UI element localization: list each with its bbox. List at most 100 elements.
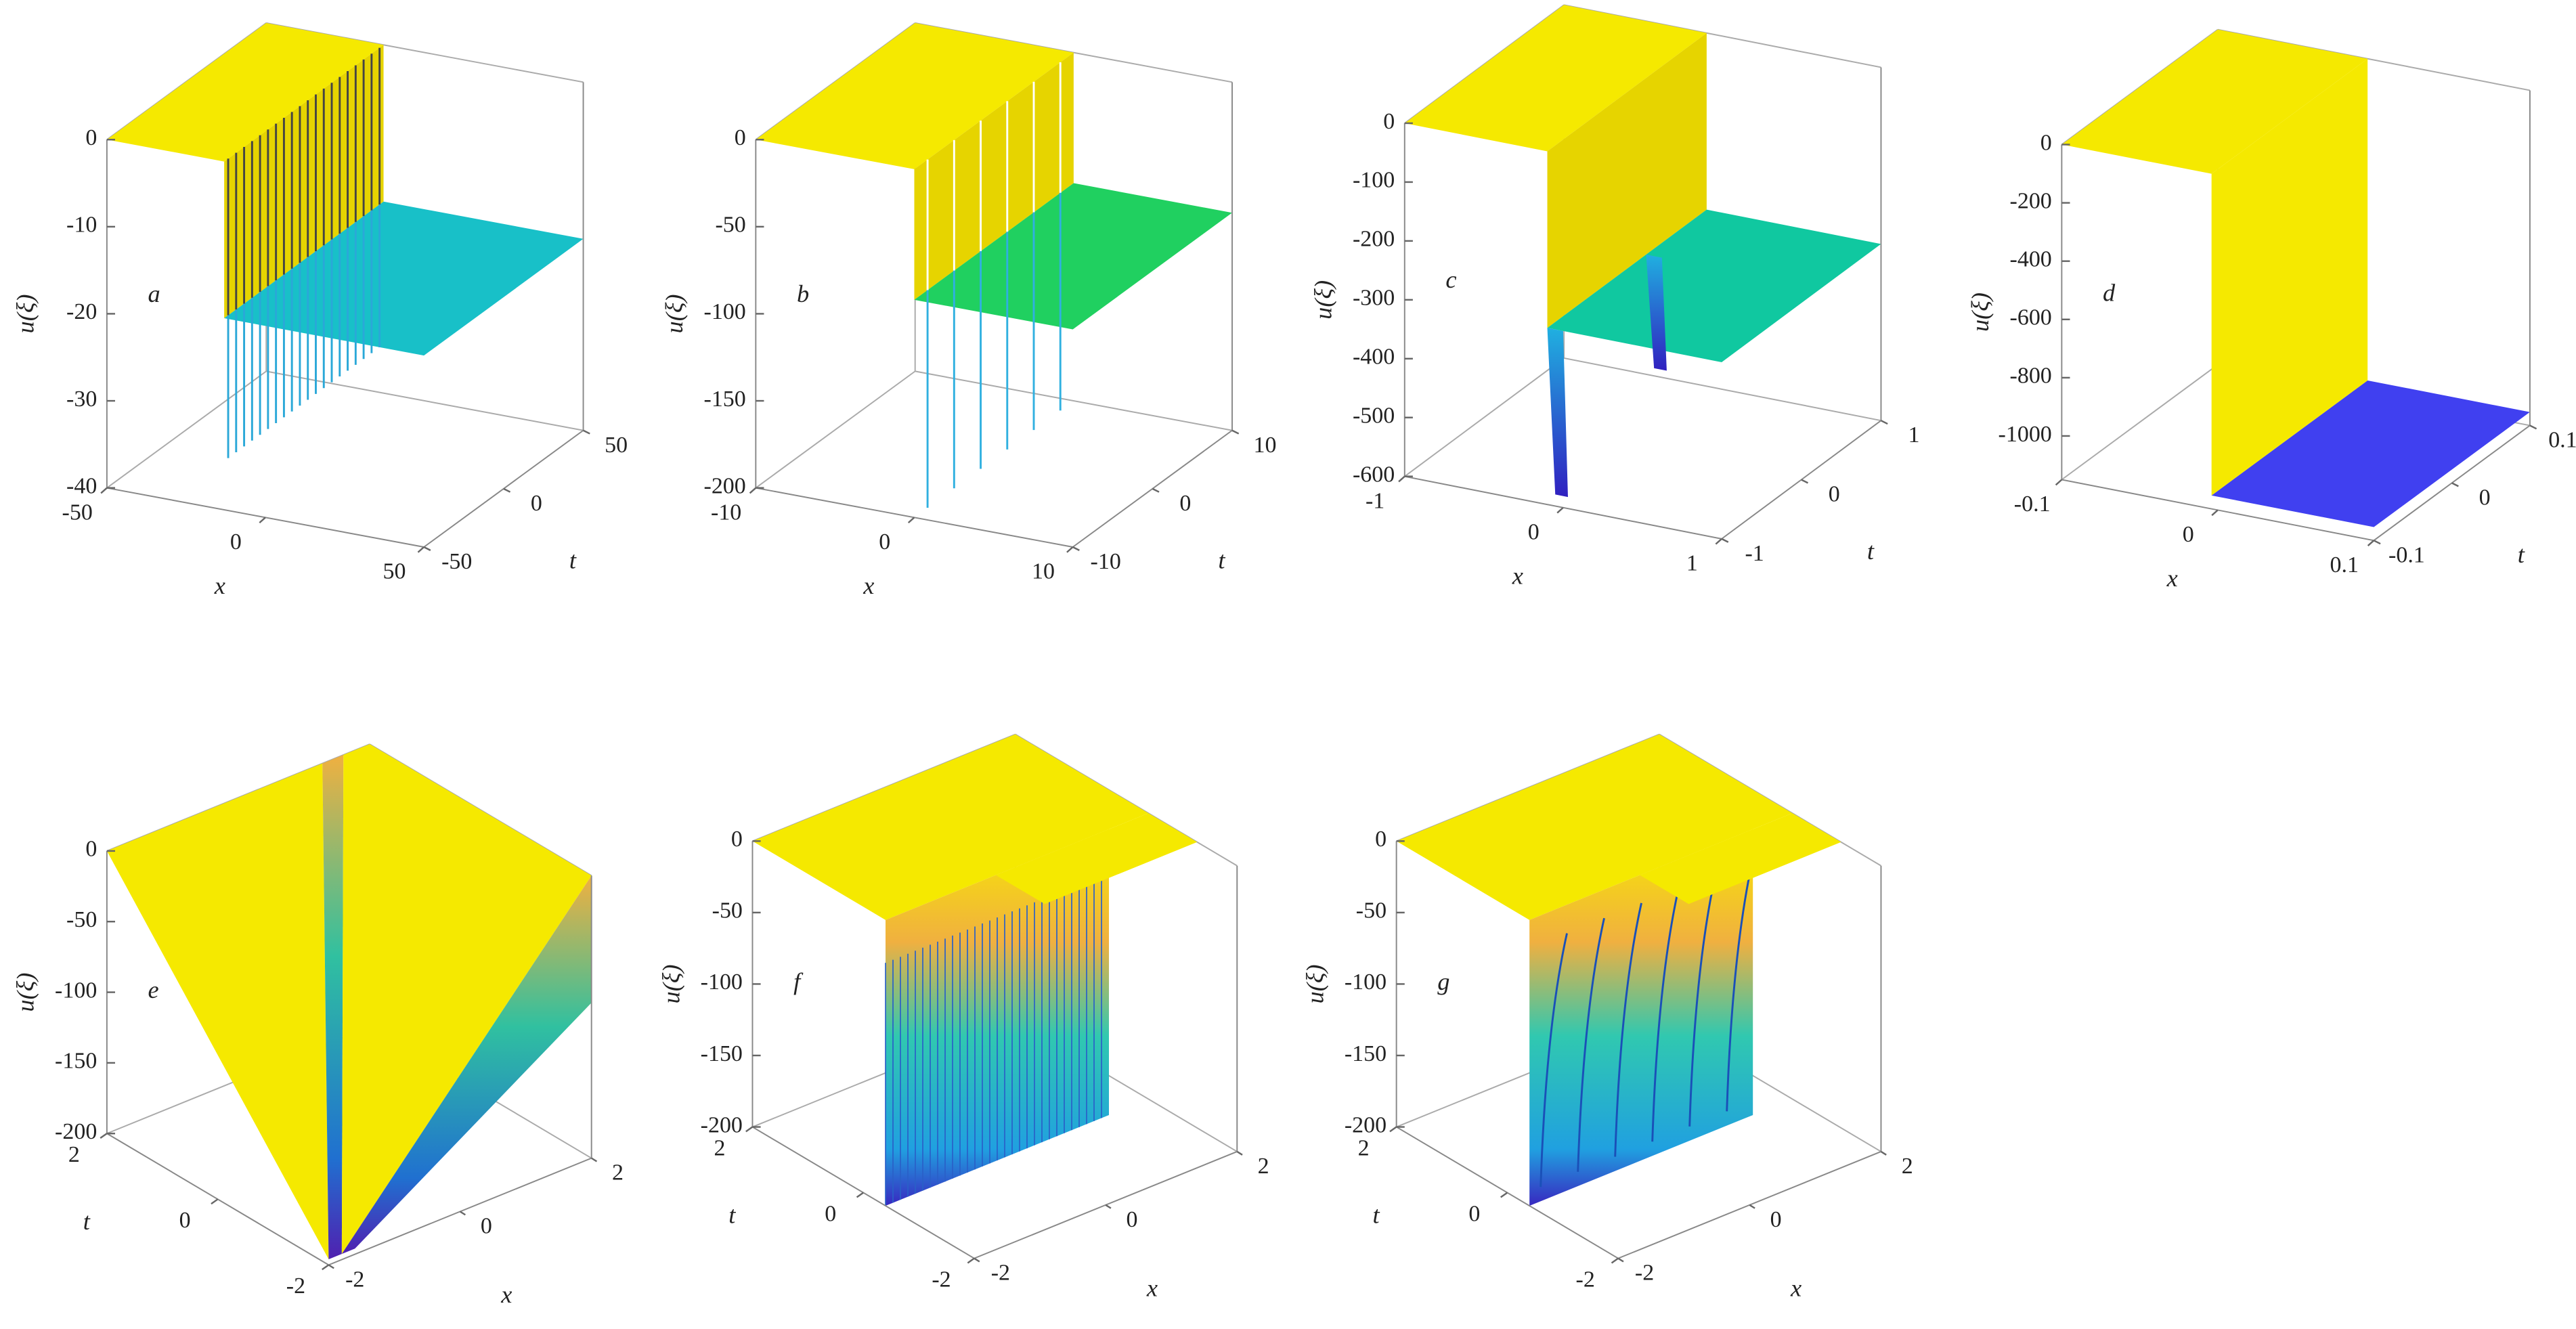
y-tick-label: -0.1 xyxy=(2388,542,2425,567)
panel-label: c xyxy=(1445,266,1456,293)
x-axis-label: x xyxy=(1790,1274,1802,1301)
z-tick-label: -200 xyxy=(1345,1112,1387,1137)
z-tick-label: 0 xyxy=(1375,827,1387,852)
y-axis-label: t xyxy=(1867,538,1875,565)
y-tick-label: -2 xyxy=(1576,1267,1595,1292)
x-tick-label: -2 xyxy=(345,1267,364,1292)
z-axis-label: u(ξ) xyxy=(1967,292,1994,332)
axis-box xyxy=(756,487,1073,548)
x-tick xyxy=(259,517,266,524)
x-tick xyxy=(417,546,424,553)
x-tick-label: 0 xyxy=(1126,1207,1137,1232)
z-tick-label: -150 xyxy=(701,1041,743,1066)
axis-box xyxy=(1563,4,1881,68)
x-axis-label: x xyxy=(1512,562,1523,589)
y-tick-label: 50 xyxy=(605,433,628,458)
axis-box xyxy=(755,370,916,489)
z-axis-label: u(ξ) xyxy=(1310,280,1337,320)
y-tick xyxy=(1611,1257,1619,1264)
z-tick-label: -30 xyxy=(66,387,97,412)
x-axis-label: x xyxy=(1146,1274,1158,1301)
z-tick-label: -50 xyxy=(66,907,97,932)
z-tick-label: -100 xyxy=(55,978,97,1003)
z-tick-label: -100 xyxy=(701,969,743,995)
z-tick-label: -600 xyxy=(1353,462,1395,487)
x-tick xyxy=(1066,546,1074,553)
y-tick xyxy=(1721,538,1729,543)
z-tick-label: -800 xyxy=(2010,364,2052,389)
y-tick xyxy=(1072,546,1080,551)
panel-label: e xyxy=(148,976,159,1003)
z-axis-label: u(ξ) xyxy=(12,294,39,333)
surface xyxy=(2211,58,2368,496)
axis-box xyxy=(1563,357,1881,422)
x-tick xyxy=(1105,1204,1112,1209)
x-tick-label: -0.1 xyxy=(2014,492,2051,517)
y-tick xyxy=(1801,479,1809,484)
surface-line xyxy=(1614,902,1642,1157)
surface xyxy=(1547,32,1707,328)
axis-box xyxy=(915,370,1233,431)
x-tick xyxy=(2211,509,2219,517)
z-tick-label: -50 xyxy=(1356,898,1387,923)
x-tick-label: 50 xyxy=(383,559,406,584)
x-tick-label: 2 xyxy=(1258,1154,1269,1179)
x-tick xyxy=(1880,1150,1887,1156)
z-tick-label: 0 xyxy=(1383,109,1395,134)
z-axis-label: u(ξ) xyxy=(1302,964,1329,1003)
y-tick xyxy=(2451,482,2459,487)
z-tick-label: 0 xyxy=(85,125,97,150)
y-tick-label: -10 xyxy=(1091,549,1121,574)
y-tick-label: 0 xyxy=(531,491,542,516)
surface xyxy=(224,45,384,319)
z-tick-label: -200 xyxy=(704,473,746,498)
x-tick-label: 0 xyxy=(1770,1207,1782,1232)
axis-box xyxy=(1404,357,1565,477)
y-tick xyxy=(967,1257,975,1264)
y-tick-label: 0 xyxy=(1468,1201,1480,1226)
y-tick-label: 0.1 xyxy=(2548,428,2576,453)
y-axis-label: t xyxy=(83,1208,91,1235)
panel-label: d xyxy=(2103,280,2116,307)
y-tick-label: -2 xyxy=(932,1267,951,1292)
x-tick xyxy=(1749,1204,1755,1209)
y-tick xyxy=(1880,420,1888,425)
z-tick-label: -150 xyxy=(704,387,746,412)
y-tick-label: 0 xyxy=(2479,485,2491,510)
y-tick-label: -2 xyxy=(286,1273,305,1299)
z-tick-label: -100 xyxy=(1345,969,1387,995)
axis-box xyxy=(106,370,267,489)
surface-line xyxy=(1726,857,1754,1112)
surface xyxy=(914,183,1233,330)
y-tick xyxy=(503,487,511,493)
x-tick xyxy=(1236,1150,1243,1156)
axis-box xyxy=(266,370,584,431)
z-tick-label: -40 xyxy=(66,473,97,498)
surface-line xyxy=(1540,933,1568,1188)
y-tick xyxy=(1231,429,1240,435)
x-tick-label: 0.1 xyxy=(2330,552,2358,578)
y-tick-label: 2 xyxy=(714,1135,725,1160)
x-axis-label: x xyxy=(863,572,874,599)
surface xyxy=(2211,380,2530,527)
z-tick-label: -300 xyxy=(1353,286,1395,311)
surface xyxy=(1404,5,1707,152)
y-tick xyxy=(745,1126,754,1133)
y-tick-label: 0 xyxy=(179,1208,191,1233)
y-axis-label: t xyxy=(569,546,577,573)
surface-line xyxy=(1651,888,1680,1142)
x-axis-label: x xyxy=(214,572,225,599)
z-tick-label: -1000 xyxy=(1999,422,2052,447)
x-tick xyxy=(459,1211,466,1216)
z-tick-label: -150 xyxy=(55,1049,97,1074)
y-axis-label: t xyxy=(2518,541,2525,568)
x-tick-label: 0 xyxy=(481,1214,492,1239)
panel-label: b xyxy=(797,280,809,307)
z-axis-label: u(ξ) xyxy=(661,294,688,333)
y-tick xyxy=(211,1198,219,1205)
z-tick-label: -200 xyxy=(2010,188,2052,213)
z-tick-label: -50 xyxy=(712,898,743,923)
z-tick-label: -400 xyxy=(1353,345,1395,370)
z-tick-label: -600 xyxy=(2010,305,2052,330)
z-tick-label: -20 xyxy=(66,299,97,324)
